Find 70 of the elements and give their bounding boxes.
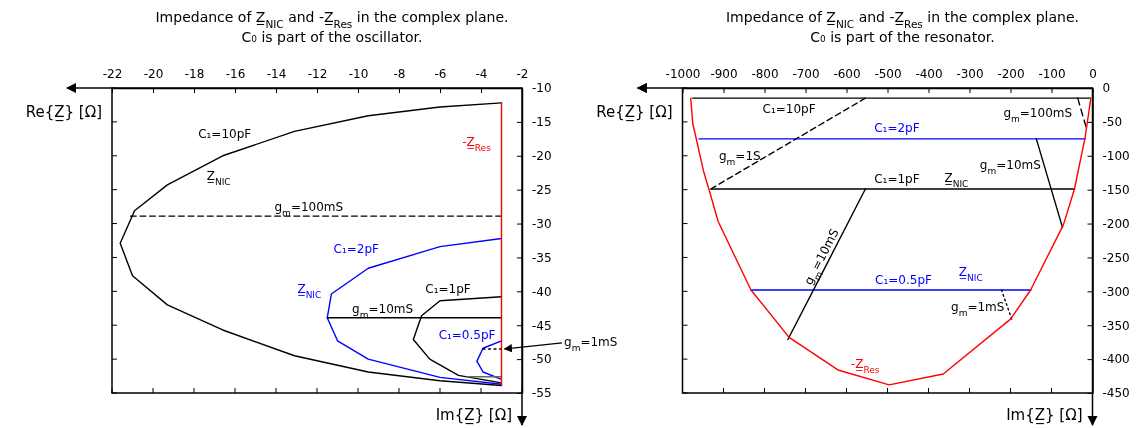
x-tick-label: -500 — [874, 67, 902, 81]
y-tick-label: -55 — [532, 386, 552, 401]
x-tick-label: -22 — [102, 67, 123, 81]
annotation: C₁=0.5pF — [875, 272, 933, 287]
x-axis-title: Im{Z̲} [Ω] — [1006, 406, 1083, 425]
y-tick-label: -150 — [1102, 183, 1130, 198]
y-axis-title: Re{Z̲} [Ω] — [596, 103, 673, 122]
y-tick-label: -300 — [1102, 284, 1130, 299]
annotation: C₁=1pF — [425, 281, 471, 296]
y-axis-title: Re{Z̲} [Ω] — [25, 103, 102, 122]
x-tick-label: -14 — [266, 67, 287, 81]
x-tick-label: -700 — [792, 67, 820, 81]
annotation: g$_{m}$=100mS — [274, 200, 344, 219]
chart-title: Impedance of Z̲$_{NIC}$ and -Z̲$_{Res}$ in the complex plane. — [155, 9, 509, 30]
y-tick-label: -200 — [1102, 216, 1130, 231]
annotation: g$_{m}$=10mS — [979, 157, 1041, 176]
annotation: C₁=2pF — [874, 120, 920, 135]
x-tick-label: -18 — [184, 67, 205, 81]
chart-subtitle: C₀ is part of the resonator. — [810, 29, 995, 45]
x-tick-label: -12 — [307, 67, 328, 81]
x-tick-label: 0 — [1089, 67, 1097, 81]
annotation: Z̲$_{NIC}$ — [297, 282, 322, 301]
annotation: C₁=2pF — [333, 242, 380, 257]
x-tick-label: -100 — [1038, 67, 1066, 81]
annotation: Z̲$_{NIC}$ — [958, 264, 983, 283]
x-tick-label: -800 — [751, 67, 779, 81]
annotation: g$_{m}$=1mS — [564, 334, 618, 353]
y-tick-label: -450 — [1102, 386, 1130, 401]
y-tick-label: -15 — [532, 115, 552, 130]
y-tick-label: -35 — [532, 250, 552, 265]
x-tick-label: -900 — [710, 67, 738, 81]
x-tick-label: -8 — [393, 67, 406, 81]
chart-subtitle: C₀ is part of the oscillator. — [241, 29, 423, 45]
y-tick-label: -350 — [1102, 318, 1130, 333]
x-axis-title: Im{Z̲} [Ω] — [435, 406, 512, 425]
annotation: Z̲$_{NIC}$ — [206, 168, 231, 187]
y-tick-label: -30 — [532, 216, 552, 231]
annotation: g$_{m}$=1mS — [951, 300, 1005, 319]
y-tick-label: -50 — [532, 352, 552, 367]
annotation: -Z̲$_{Res}$ — [462, 134, 492, 153]
y-tick-label: -50 — [1102, 115, 1123, 130]
chart-title: Impedance of Z̲$_{NIC}$ and -Z̲$_{Res}$ in the complex plane. — [725, 9, 1080, 30]
annotation: g$_{m}$=100mS — [1003, 106, 1073, 125]
annotation: C₁=1pF — [874, 171, 920, 186]
y-tick-label: -25 — [532, 183, 552, 198]
y-tick-label: -40 — [532, 284, 552, 299]
x-tick-label: -400 — [915, 67, 943, 81]
y-tick-label: -10 — [532, 81, 552, 96]
y-tick-label: -400 — [1102, 352, 1130, 367]
x-tick-label: -4 — [475, 67, 488, 81]
annotation: C₁=10pF — [762, 102, 816, 117]
annotation: C₁=10pF — [198, 126, 252, 141]
y-tick-label: -45 — [532, 318, 552, 333]
y-tick-label: -20 — [532, 149, 552, 164]
annotation: -Z̲$_{Res}$ — [850, 356, 880, 375]
x-tick-label: -16 — [225, 67, 246, 81]
x-tick-label: -200 — [997, 67, 1025, 81]
x-tick-label: -6 — [434, 67, 447, 81]
x-tick-label: -2 — [516, 67, 529, 81]
y-tick-label: -250 — [1102, 250, 1130, 265]
annotation: g$_{m}$=1S — [718, 148, 761, 167]
x-tick-label: -600 — [833, 67, 861, 81]
x-tick-label: -10 — [348, 67, 369, 81]
y-tick-label: -100 — [1102, 149, 1130, 164]
annotation: C₁=0.5pF — [438, 328, 496, 343]
y-tick-label: 0 — [1102, 81, 1111, 96]
annotation: Z̲$_{NIC}$ — [944, 170, 969, 189]
x-tick-label: -300 — [956, 67, 984, 81]
x-tick-label: -20 — [143, 67, 164, 81]
x-tick-label: -1000 — [665, 67, 701, 81]
